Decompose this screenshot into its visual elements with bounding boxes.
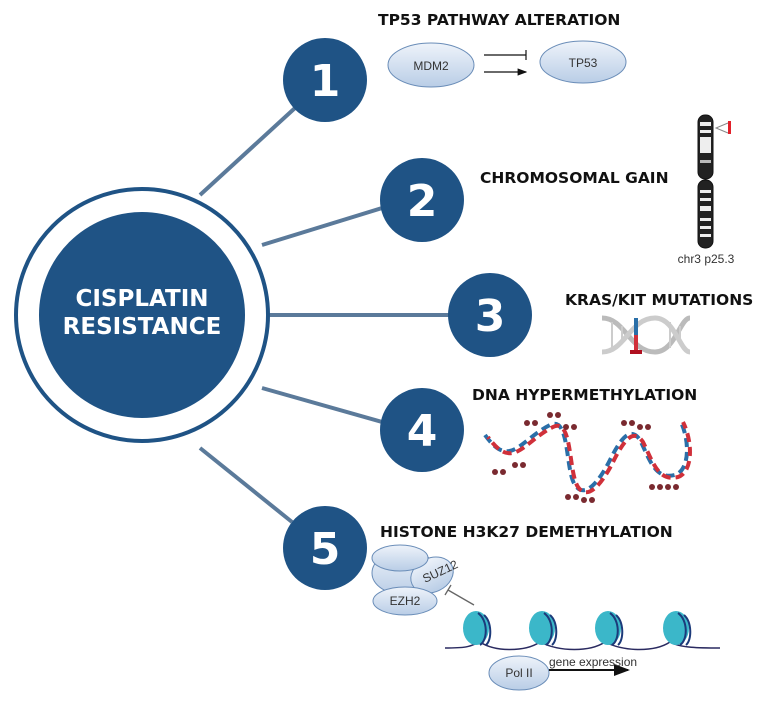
nucleosome-icon bbox=[463, 611, 492, 646]
connectors bbox=[198, 106, 450, 524]
chromosome-label: chr3 p25.3 bbox=[678, 252, 735, 266]
prc2-complex: SUZ12 EZH2 bbox=[371, 544, 475, 616]
connector-1 bbox=[198, 106, 297, 197]
connector-2 bbox=[261, 206, 383, 247]
center-title-line1: CISPLATIN bbox=[75, 286, 208, 312]
methylated-dna-icon bbox=[483, 412, 692, 503]
nucleosome-icon bbox=[663, 611, 692, 646]
tp53-pathway-illustration: MDM2 TP53 bbox=[387, 40, 627, 88]
badge-number: 5 bbox=[310, 524, 341, 575]
badge-number: 1 bbox=[310, 56, 341, 107]
badge-2: 2 bbox=[380, 158, 464, 242]
connector-4 bbox=[261, 386, 383, 424]
center-title-line2: RESISTANCE bbox=[63, 314, 222, 340]
mdm2-label: MDM2 bbox=[413, 59, 449, 73]
badge-3: 3 bbox=[448, 273, 532, 357]
title-chromosomal-gain: CHROMOSOMAL GAIN bbox=[480, 169, 669, 187]
pol-ii-label: Pol II bbox=[505, 666, 532, 680]
gene-expression-label: gene expression bbox=[549, 655, 637, 669]
nucleosome-icon bbox=[529, 611, 558, 646]
chromatin bbox=[444, 611, 721, 651]
title-kras-kit: KRAS/KIT MUTATIONS bbox=[565, 291, 753, 309]
badge-5: 5 bbox=[283, 506, 367, 590]
badge-number: 4 bbox=[407, 406, 438, 457]
nucleosome-icon bbox=[595, 611, 624, 646]
ezh2-label: EZH2 bbox=[390, 594, 421, 608]
title-dna-hypermethylation: DNA HYPERMETHYLATION bbox=[472, 386, 697, 404]
chromosome-icon: chr3 p25.3 bbox=[678, 114, 735, 266]
tp53-label: TP53 bbox=[569, 56, 598, 70]
badge-1: 1 bbox=[283, 38, 367, 122]
badge-4: 4 bbox=[380, 388, 464, 472]
title-histone: HISTONE H3K27 DEMETHYLATION bbox=[380, 523, 673, 541]
central-circle: CISPLATIN RESISTANCE bbox=[14, 187, 270, 443]
title-tp53: TP53 PATHWAY ALTERATION bbox=[378, 11, 620, 29]
gain-marker bbox=[728, 121, 731, 134]
badge-number: 2 bbox=[407, 176, 438, 227]
connector-5 bbox=[198, 446, 294, 524]
dna-mutation-icon bbox=[601, 315, 691, 355]
badge-number: 3 bbox=[475, 291, 506, 342]
pol-ii: Pol II gene expression bbox=[488, 655, 637, 691]
